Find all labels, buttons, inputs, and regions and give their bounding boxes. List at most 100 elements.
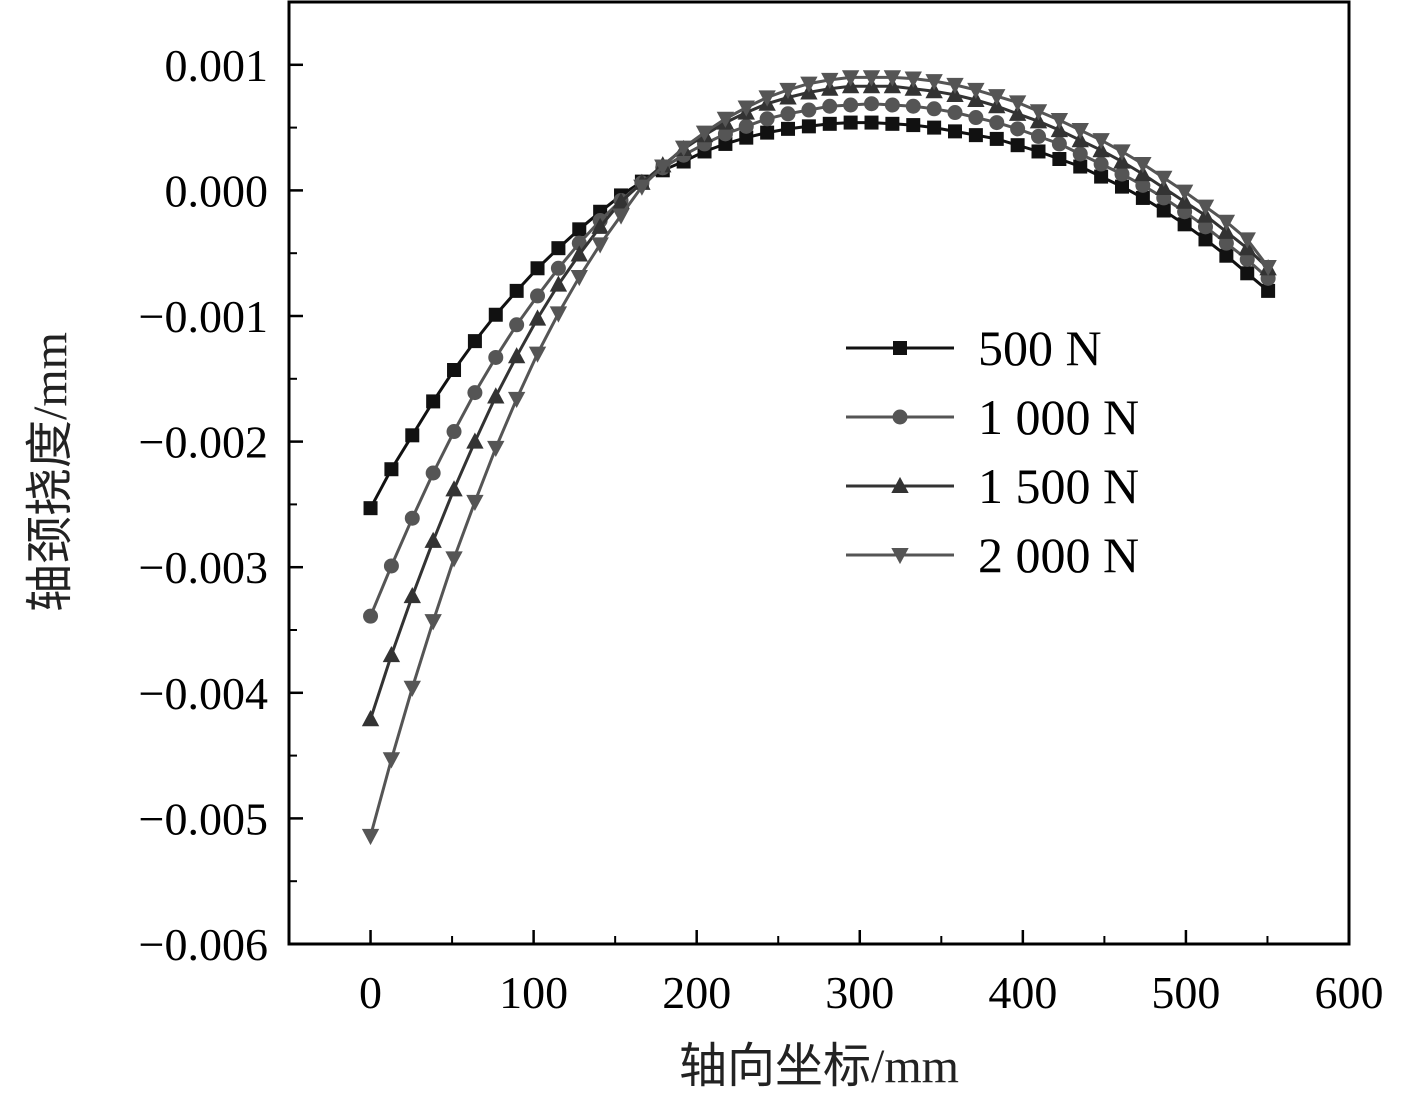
triangle-up-marker [591, 217, 609, 234]
square-marker [1177, 217, 1192, 232]
y-tick-label: 0.000 [165, 165, 269, 216]
triangle-down-marker [1196, 199, 1215, 216]
square-marker [551, 241, 566, 256]
circle-marker [1239, 251, 1255, 267]
triangle-down-marker [695, 125, 714, 142]
square-marker [1052, 152, 1067, 166]
triangle-up-marker [549, 275, 568, 292]
square-marker [906, 118, 921, 133]
square-marker [1219, 248, 1234, 263]
circle-marker [383, 558, 399, 574]
triangle-down-marker [821, 72, 839, 89]
triangle-down-marker [1113, 144, 1131, 161]
triangle-down-marker [403, 680, 421, 697]
triangle-down-marker [549, 306, 568, 323]
legend-item: 2 000 N [846, 527, 1139, 583]
circle-marker [550, 260, 566, 276]
x-tick-label: 200 [662, 967, 731, 1018]
circle-marker [884, 97, 900, 113]
circle-marker [926, 101, 942, 117]
plot-series [361, 70, 1277, 846]
plot-frame [287, 0, 1351, 946]
legend-item: 1 000 N [846, 389, 1139, 445]
square-marker [781, 121, 796, 136]
legend: 500 N 1 000 N 1 500 N 2 000 N [846, 320, 1139, 583]
triangle-down-marker [466, 494, 484, 512]
triangle-down-marker [570, 270, 588, 287]
circle-marker [947, 105, 963, 121]
x-axis-title: 轴向坐标/mm [679, 1040, 959, 1093]
triangle-down-marker [883, 70, 902, 87]
triangle-up-marker [487, 387, 505, 404]
square-marker [405, 428, 420, 443]
x-tick-label: 400 [988, 967, 1057, 1018]
square-marker [760, 125, 775, 140]
square-marker [509, 283, 524, 298]
square-marker [843, 115, 858, 130]
x-tick-label: 0 [359, 967, 382, 1018]
triangle-down-marker [507, 391, 526, 409]
square-marker [1261, 283, 1276, 298]
triangle-down-marker [612, 208, 630, 225]
circle-marker [1010, 121, 1026, 137]
y-tick-label: −0.003 [139, 542, 268, 593]
square-marker [1010, 138, 1025, 153]
triangle-up-marker [403, 586, 421, 604]
triangle-down-marker [487, 440, 505, 457]
triangle-down-marker [528, 346, 547, 363]
circle-marker [968, 110, 984, 126]
triangle-down-marker [988, 89, 1006, 106]
triangle-down-marker [1238, 232, 1256, 249]
triangle-down-marker [654, 159, 672, 176]
triangle-down-marker [925, 74, 943, 91]
y-axis-title: 轴颈挠度/mm [24, 332, 77, 612]
legend-label: 2 000 N [978, 527, 1139, 583]
triangle-down-marker [1134, 156, 1152, 174]
square-marker [447, 363, 462, 378]
square-marker [1135, 190, 1150, 205]
triangle-down-marker [891, 547, 909, 565]
triangle-up-marker [466, 432, 484, 449]
circle-marker [780, 106, 796, 122]
triangle-down-marker [779, 82, 797, 100]
triangle-up-marker [570, 245, 588, 262]
circle-marker [425, 465, 441, 481]
legend-item: 500 N [846, 320, 1102, 376]
triangle-down-marker [862, 70, 881, 87]
square-marker [1156, 203, 1171, 218]
triangle-down-marker [445, 551, 463, 568]
triangle-up-marker [445, 480, 463, 497]
triangle-down-marker [1092, 133, 1110, 150]
circle-marker [1093, 156, 1109, 172]
square-marker [927, 120, 942, 135]
circle-marker [1114, 166, 1130, 182]
square-marker [864, 115, 879, 130]
triangle-down-marker [716, 111, 735, 128]
x-tick-label: 500 [1151, 967, 1220, 1018]
square-marker [467, 334, 482, 349]
square-marker [739, 130, 754, 145]
triangle-down-marker [361, 828, 380, 846]
legend-label: 1 500 N [978, 458, 1139, 514]
circle-marker [446, 424, 462, 440]
circle-marker [571, 235, 587, 251]
triangle-down-marker [1259, 259, 1277, 277]
triangle-up-marker [507, 347, 526, 364]
circle-marker [801, 102, 817, 118]
triangle-up-marker [424, 531, 442, 548]
triangle-down-marker [1217, 214, 1236, 231]
square-marker [1031, 144, 1046, 159]
triangle-down-marker [841, 70, 860, 87]
square-marker [426, 394, 441, 409]
square-marker [948, 124, 963, 139]
square-marker [1198, 232, 1213, 247]
triangle-up-marker [528, 309, 547, 326]
square-marker [801, 119, 816, 134]
triangle-down-marker [633, 179, 651, 196]
circle-marker [717, 126, 733, 142]
triangle-down-marker [737, 100, 755, 117]
triangle-up-marker [382, 646, 401, 663]
circle-marker [1197, 219, 1213, 235]
triangle-down-marker [1071, 123, 1089, 140]
